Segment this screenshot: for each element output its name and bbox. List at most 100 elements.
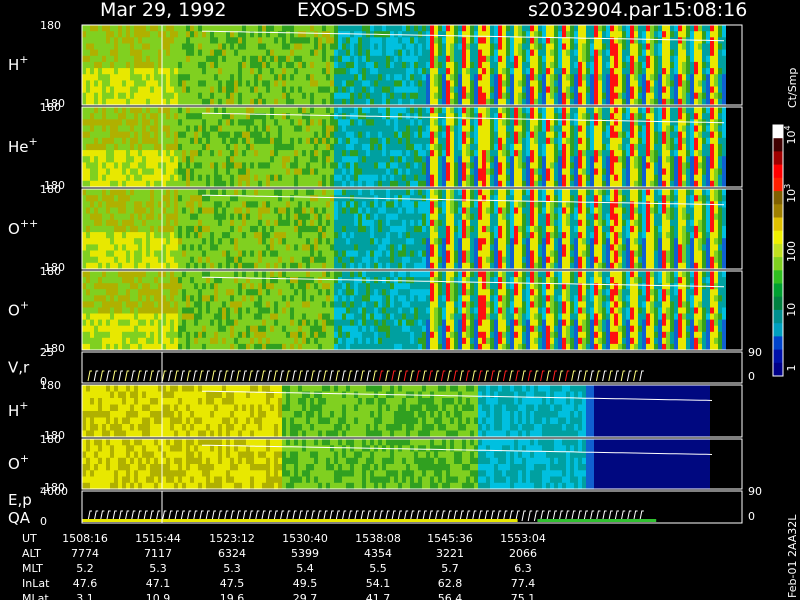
heatmap-cell	[118, 156, 122, 163]
heatmap-cell	[122, 143, 126, 151]
heatmap-cell	[666, 55, 670, 63]
heatmap-cell	[322, 174, 326, 182]
heatmap-cell	[90, 25, 94, 32]
heatmap-cell	[94, 125, 98, 133]
heatmap-cell	[146, 143, 150, 151]
heatmap-cell	[482, 80, 486, 88]
heatmap-cell	[634, 174, 638, 182]
heatmap-cell	[98, 31, 102, 38]
heatmap-cell	[514, 61, 518, 69]
heatmap-cell	[662, 37, 666, 44]
heatmap-cell	[246, 232, 250, 239]
heatmap-cell	[86, 55, 90, 63]
heatmap-cell	[382, 107, 386, 114]
heatmap-cell	[358, 68, 362, 75]
heatmap-cell	[150, 137, 154, 145]
heatmap-cell	[226, 150, 230, 157]
heatmap-cell	[506, 137, 510, 145]
heatmap-cell	[506, 98, 510, 106]
heatmap-cell	[466, 168, 470, 176]
heatmap-cell	[226, 137, 230, 145]
heatmap-cell	[590, 125, 594, 133]
heatmap-cell	[234, 168, 238, 176]
heatmap-cell	[362, 107, 366, 114]
heatmap-cell	[486, 150, 490, 157]
heatmap-cell	[510, 68, 514, 75]
heatmap-cell	[494, 74, 498, 81]
heatmap-cell	[146, 174, 150, 182]
heatmap-cell	[490, 43, 494, 51]
heatmap-cell	[302, 244, 306, 252]
heatmap-cell	[526, 119, 530, 126]
heatmap-cell	[326, 49, 330, 57]
heatmap-cell	[286, 174, 290, 182]
heatmap-cell	[446, 174, 450, 182]
heatmap-cell	[498, 156, 502, 163]
heatmap-cell	[98, 180, 102, 188]
heatmap-cell	[218, 92, 222, 100]
heatmap-cell	[482, 37, 486, 44]
heatmap-cell	[246, 238, 250, 245]
heatmap-cell	[534, 137, 538, 145]
heatmap-cell	[290, 113, 294, 120]
heatmap-cell	[278, 43, 282, 51]
heatmap-cell	[546, 80, 550, 88]
heatmap-cell	[650, 49, 654, 57]
heatmap-cell	[562, 131, 566, 139]
heatmap-cell	[558, 113, 562, 120]
heatmap-cell	[534, 61, 538, 69]
heatmap-cell	[146, 189, 150, 196]
heatmap-cell	[614, 37, 618, 44]
heatmap-cell	[258, 98, 262, 106]
heatmap-cell	[254, 68, 258, 75]
heatmap-cell	[250, 213, 254, 221]
heatmap-cell	[162, 119, 166, 126]
heatmap-cell	[122, 225, 126, 233]
heatmap-cell	[250, 195, 254, 202]
heatmap-cell	[266, 244, 270, 252]
heatmap-cell	[374, 37, 378, 44]
heatmap-cell	[446, 162, 450, 170]
heatmap-cell	[210, 31, 214, 38]
heatmap-cell	[106, 262, 110, 270]
heatmap-cell	[122, 262, 126, 270]
heatmap-cell	[670, 162, 674, 170]
heatmap-cell	[578, 180, 582, 188]
heatmap-cell	[106, 207, 110, 215]
heatmap-cell	[318, 201, 322, 208]
heatmap-cell	[370, 125, 374, 133]
heatmap-cell	[690, 156, 694, 163]
heatmap-cell	[150, 168, 154, 176]
heatmap-cell	[570, 131, 574, 139]
heatmap-cell	[714, 25, 718, 32]
heatmap-cell	[486, 98, 490, 106]
heatmap-cell	[238, 92, 242, 100]
heatmap-cell	[178, 49, 182, 57]
heatmap-cell	[382, 74, 386, 81]
heatmap-cell	[218, 162, 222, 170]
heatmap-cell	[474, 49, 478, 57]
heatmap-cell	[530, 162, 534, 170]
heatmap-cell	[406, 68, 410, 75]
heatmap-cell	[506, 180, 510, 188]
heatmap-cell	[414, 92, 418, 100]
heatmap-cell	[114, 25, 118, 32]
heatmap-cell	[618, 162, 622, 170]
heatmap-cell	[338, 156, 342, 163]
heatmap-cell	[210, 55, 214, 63]
heatmap-cell	[178, 256, 182, 264]
heatmap-cell	[382, 137, 386, 145]
heatmap-cell	[330, 107, 334, 114]
heatmap-cell	[170, 37, 174, 44]
heatmap-cell	[290, 137, 294, 145]
heatmap-cell	[446, 107, 450, 114]
heatmap-cell	[662, 180, 666, 188]
heatmap-cell	[574, 125, 578, 133]
heatmap-cell	[558, 137, 562, 145]
heatmap-cell	[438, 80, 442, 88]
heatmap-cell	[166, 156, 170, 163]
heatmap-cell	[134, 107, 138, 114]
heatmap-cell	[158, 256, 162, 264]
heatmap-cell	[86, 119, 90, 126]
heatmap-cell	[238, 125, 242, 133]
